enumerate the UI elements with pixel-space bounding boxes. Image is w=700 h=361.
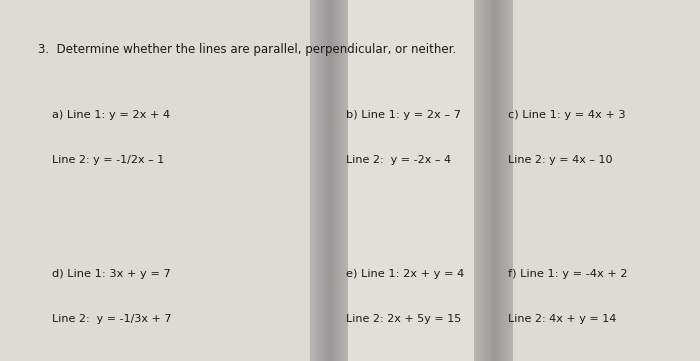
Bar xyxy=(484,0,486,361)
Bar xyxy=(480,0,482,361)
Bar xyxy=(341,0,342,361)
Bar xyxy=(327,0,329,361)
Bar xyxy=(317,0,319,361)
Bar xyxy=(497,0,499,361)
Text: c) Line 1: y = 4x + 3: c) Line 1: y = 4x + 3 xyxy=(508,110,625,120)
Bar xyxy=(499,0,501,361)
Bar xyxy=(319,0,321,361)
Bar xyxy=(342,0,344,361)
Bar xyxy=(476,0,478,361)
Bar xyxy=(316,0,317,361)
Bar xyxy=(511,0,512,361)
Text: 3.  Determine whether the lines are parallel, perpendicular, or neither.: 3. Determine whether the lines are paral… xyxy=(38,43,456,56)
Bar xyxy=(494,0,496,361)
Bar xyxy=(491,0,494,361)
Text: d) Line 1: 3x + y = 7: d) Line 1: 3x + y = 7 xyxy=(52,269,172,279)
Bar xyxy=(339,0,340,361)
Bar xyxy=(478,0,480,361)
Bar xyxy=(509,0,511,361)
Bar xyxy=(331,0,333,361)
Text: Line 2: y = 4x – 10: Line 2: y = 4x – 10 xyxy=(508,155,612,165)
Bar xyxy=(496,0,497,361)
Bar xyxy=(501,0,700,361)
Bar xyxy=(321,0,323,361)
Bar xyxy=(312,0,314,361)
Bar xyxy=(344,0,346,361)
Bar xyxy=(333,0,335,361)
Bar xyxy=(503,0,505,361)
Bar xyxy=(505,0,507,361)
Bar xyxy=(329,0,331,361)
Text: Line 2:  y = -2x – 4: Line 2: y = -2x – 4 xyxy=(346,155,452,165)
Bar xyxy=(346,0,348,361)
Text: Line 2: 4x + y = 14: Line 2: 4x + y = 14 xyxy=(508,314,616,324)
Text: Line 2: y = -1/2x – 1: Line 2: y = -1/2x – 1 xyxy=(52,155,164,165)
Bar xyxy=(337,0,339,361)
Text: Line 2:  y = -1/3x + 7: Line 2: y = -1/3x + 7 xyxy=(52,314,172,324)
Bar xyxy=(488,0,490,361)
Bar xyxy=(325,0,327,361)
Bar xyxy=(482,0,484,361)
Text: f) Line 1: y = -4x + 2: f) Line 1: y = -4x + 2 xyxy=(508,269,627,279)
Bar xyxy=(486,0,488,361)
Text: e) Line 1: 2x + y = 4: e) Line 1: 2x + y = 4 xyxy=(346,269,465,279)
Bar xyxy=(475,0,476,361)
Bar xyxy=(0,0,321,361)
Bar xyxy=(335,0,337,361)
Bar xyxy=(314,0,316,361)
Bar xyxy=(309,0,312,361)
Bar xyxy=(501,0,503,361)
Bar xyxy=(337,0,486,361)
Text: b) Line 1: y = 2x – 7: b) Line 1: y = 2x – 7 xyxy=(346,110,461,120)
Text: Line 2: 2x + 5y = 15: Line 2: 2x + 5y = 15 xyxy=(346,314,462,324)
Text: a) Line 1: y = 2x + 4: a) Line 1: y = 2x + 4 xyxy=(52,110,171,120)
Bar xyxy=(490,0,491,361)
Bar xyxy=(323,0,325,361)
Bar xyxy=(507,0,509,361)
